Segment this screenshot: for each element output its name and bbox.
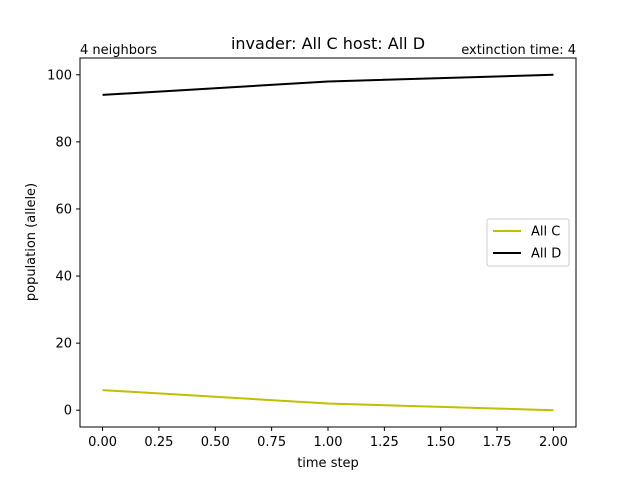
x-tick-label: 1.50 (426, 435, 455, 450)
legend-label-all-c: All C (531, 225, 560, 240)
y-tick-label: 60 (55, 202, 72, 217)
y-tick-label: 0 (64, 404, 72, 419)
x-tick-label: 0.50 (201, 435, 230, 450)
legend: All C All D (486, 218, 570, 267)
x-axis-ticks: 0.00 0.25 0.50 0.75 1.00 1.25 1.50 1.75 2.00 (88, 427, 568, 450)
series-layer (102, 73, 554, 412)
y-tick-label: 20 (55, 337, 72, 352)
y-tick-label: 100 (47, 68, 72, 83)
x-tick-label: 1.75 (483, 435, 512, 450)
x-tick-label: 1.00 (314, 435, 343, 450)
x-tick-label: 0.00 (88, 435, 117, 450)
chart-title: invader: All C host: All D (231, 34, 425, 53)
y-tick-label: 80 (55, 135, 72, 150)
x-tick-label: 1.25 (370, 435, 399, 450)
extinction-time-annotation: extinction time: 4 (461, 43, 576, 58)
x-tick-label: 2.00 (539, 435, 568, 450)
series-line-all-d (102, 73, 554, 96)
y-axis-label: population (allele) (24, 183, 39, 301)
x-axis-label: time step (297, 456, 359, 471)
x-tick-label: 0.25 (144, 435, 173, 450)
plot-frame (79, 57, 577, 428)
y-axis-ticks: 0 20 40 60 80 100 (47, 68, 80, 419)
x-tick-label: 0.75 (257, 435, 286, 450)
y-tick-label: 40 (55, 270, 72, 285)
series-line-all-c (102, 389, 554, 412)
legend-label-all-d: All D (531, 247, 561, 262)
neighbors-annotation: 4 neighbors (80, 43, 157, 58)
